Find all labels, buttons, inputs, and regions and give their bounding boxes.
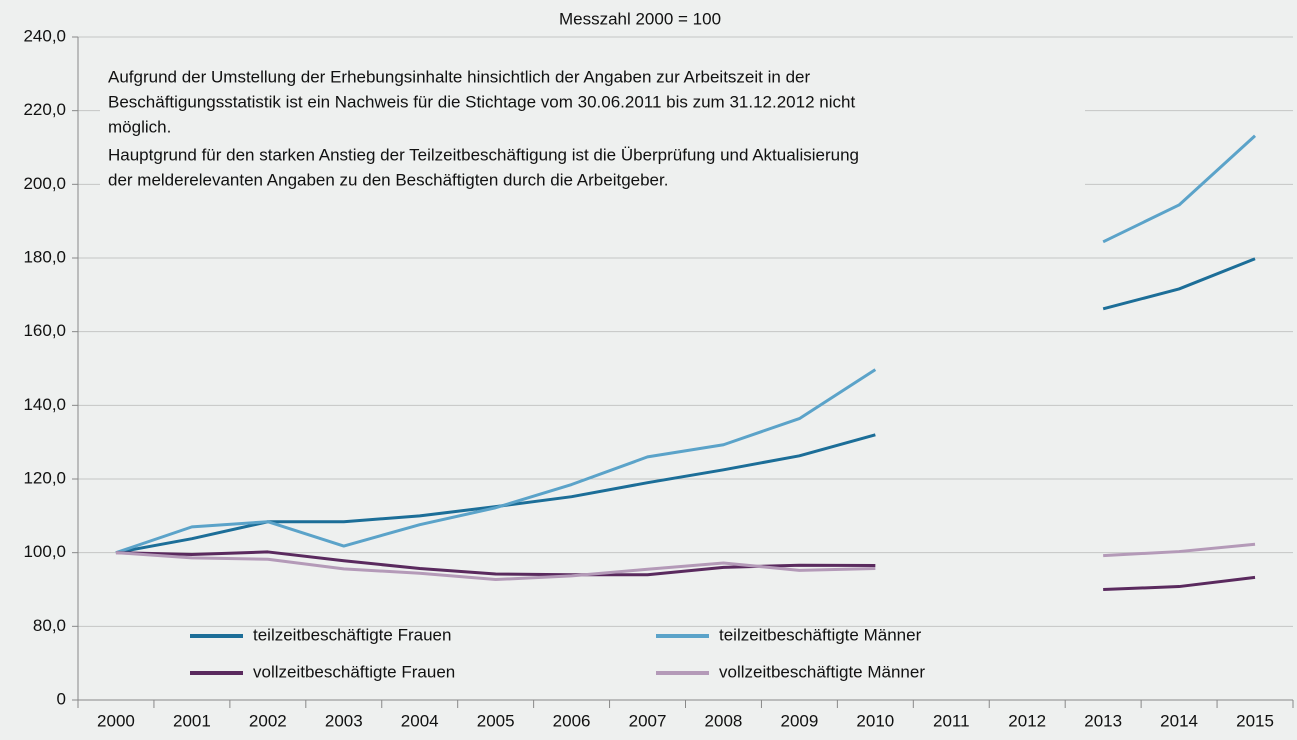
x-tick-label: 2008 bbox=[705, 711, 743, 730]
y-tick-label: 140,0 bbox=[23, 395, 66, 414]
series-line bbox=[1102, 134, 1257, 244]
legend-label: teilzeitbeschäftigte Männer bbox=[719, 625, 922, 644]
x-tick-label: 2011 bbox=[933, 711, 970, 730]
series-line bbox=[115, 368, 877, 555]
x-tick-label: 2015 bbox=[1236, 711, 1274, 730]
x-tick-label: 2010 bbox=[856, 711, 894, 730]
x-tick-label: 2006 bbox=[553, 711, 591, 730]
y-tick-label: 180,0 bbox=[23, 247, 66, 266]
legend-label: vollzeitbeschäftigte Frauen bbox=[253, 662, 455, 681]
annotation-line: Aufgrund der Umstellung der Erhebungsinh… bbox=[108, 67, 810, 86]
x-tick-label: 2000 bbox=[97, 711, 135, 730]
legend-label: teilzeitbeschäftigte Frauen bbox=[253, 625, 451, 644]
x-tick-label: 2003 bbox=[325, 711, 363, 730]
series-line bbox=[115, 550, 876, 577]
y-tick-label: 120,0 bbox=[23, 468, 66, 487]
x-tick-label: 2009 bbox=[780, 711, 818, 730]
y-tick-label: 240,0 bbox=[23, 26, 66, 45]
y-tick-label: 0 bbox=[57, 689, 66, 708]
legend-label: vollzeitbeschäftigte Männer bbox=[719, 662, 925, 681]
series-line bbox=[1102, 257, 1256, 311]
annotation-background bbox=[100, 62, 1085, 197]
series-line bbox=[1103, 542, 1256, 558]
series-line bbox=[1103, 575, 1256, 591]
y-tick-label: 200,0 bbox=[23, 174, 66, 193]
series-line bbox=[115, 551, 876, 582]
x-tick-label: 2001 bbox=[173, 711, 211, 730]
chart-title: Messzahl 2000 = 100 bbox=[559, 9, 721, 28]
x-tick-label: 2004 bbox=[401, 711, 439, 730]
y-tick-label: 160,0 bbox=[23, 321, 66, 340]
x-tick-label: 2005 bbox=[477, 711, 515, 730]
x-tick-label: 2002 bbox=[249, 711, 287, 730]
annotation-line: möglich. bbox=[108, 117, 171, 136]
x-tick-label: 2013 bbox=[1084, 711, 1122, 730]
annotation-line: Beschäftigungsstatistik ist ein Nachweis… bbox=[108, 92, 855, 111]
annotation-line: der melderelevanten Angaben zu den Besch… bbox=[108, 170, 668, 189]
y-tick-label: 80,0 bbox=[33, 616, 66, 635]
x-tick-label: 2007 bbox=[629, 711, 667, 730]
series-line bbox=[115, 433, 876, 555]
y-tick-label: 100,0 bbox=[23, 542, 66, 561]
y-tick-label: 220,0 bbox=[23, 100, 66, 119]
x-tick-label: 2012 bbox=[1008, 711, 1046, 730]
x-tick-label: 2014 bbox=[1160, 711, 1198, 730]
annotation-line: Hauptgrund für den starken Anstieg der T… bbox=[108, 145, 859, 164]
